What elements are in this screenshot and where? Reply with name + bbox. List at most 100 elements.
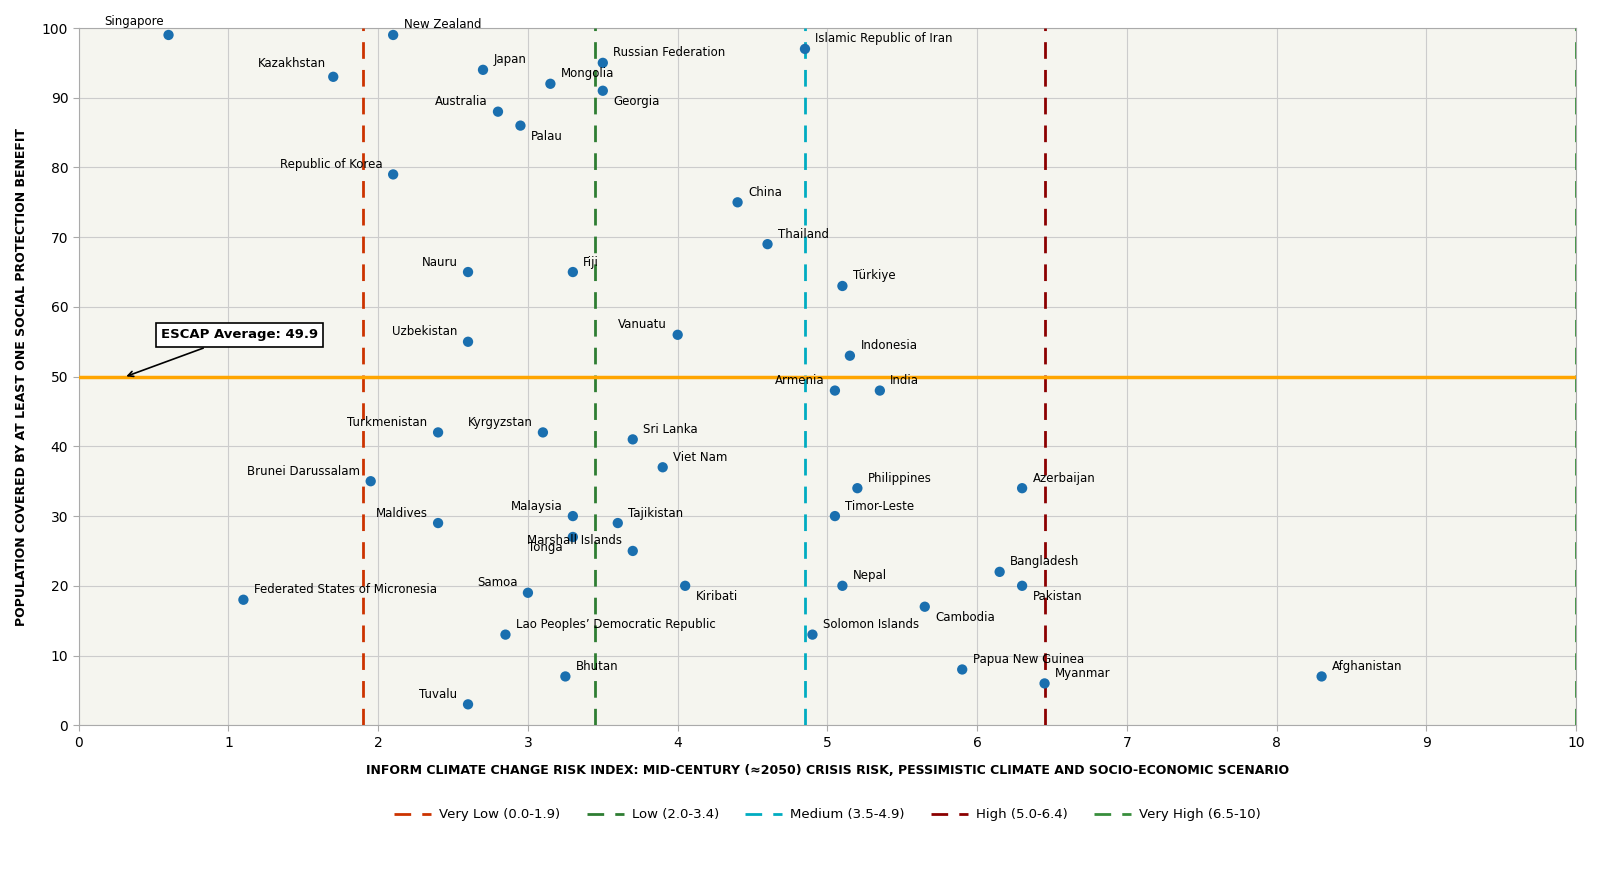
Point: [590, 55, 616, 70]
Text: Timor-Leste: Timor-Leste: [845, 500, 915, 512]
Point: [493, 628, 518, 642]
Point: [358, 474, 384, 488]
Point: [381, 167, 406, 181]
Point: [987, 565, 1013, 579]
Point: [320, 70, 346, 84]
Text: Viet Nam: Viet Nam: [674, 451, 728, 464]
Text: Nauru: Nauru: [421, 256, 458, 268]
Text: Republic of Korea: Republic of Korea: [280, 158, 382, 171]
Point: [560, 265, 586, 279]
Text: Lao Peoples’ Democratic Republic: Lao Peoples’ Democratic Republic: [515, 618, 715, 631]
Text: Japan: Japan: [493, 54, 526, 66]
Point: [650, 460, 675, 475]
Point: [485, 105, 510, 119]
Text: Armenia: Armenia: [774, 374, 824, 387]
Text: Turkmenistan: Turkmenistan: [347, 416, 427, 429]
Point: [155, 28, 181, 42]
Text: Kiribati: Kiribati: [696, 590, 738, 603]
Point: [822, 509, 848, 523]
Point: [538, 77, 563, 91]
Text: Kyrgyzstan: Kyrgyzstan: [467, 416, 533, 429]
Text: Kazakhstan: Kazakhstan: [258, 57, 326, 70]
Point: [381, 28, 406, 42]
Text: ESCAP Average: 49.9: ESCAP Average: 49.9: [128, 328, 318, 376]
Text: Thailand: Thailand: [778, 228, 829, 240]
Text: Marshall Islands: Marshall Islands: [528, 535, 622, 547]
Text: China: China: [749, 186, 782, 198]
Text: Tajikistan: Tajikistan: [629, 507, 683, 519]
X-axis label: INFORM CLIMATE CHANGE RISK INDEX: MID-CENTURY (≈2050) CRISIS RISK, PESSIMISTIC C: INFORM CLIMATE CHANGE RISK INDEX: MID-CE…: [366, 763, 1290, 777]
Text: Brunei Darussalam: Brunei Darussalam: [248, 465, 360, 477]
Point: [867, 384, 893, 398]
Text: Pakistan: Pakistan: [1032, 590, 1082, 603]
Text: Solomon Islands: Solomon Islands: [822, 618, 918, 631]
Point: [590, 84, 616, 98]
Text: Australia: Australia: [435, 95, 488, 108]
Point: [530, 426, 555, 440]
Point: [552, 670, 578, 684]
Point: [1010, 578, 1035, 593]
Text: Samoa: Samoa: [477, 577, 517, 589]
Point: [426, 516, 451, 530]
Point: [672, 578, 698, 593]
Point: [1032, 676, 1058, 690]
Text: Myanmar: Myanmar: [1054, 667, 1110, 680]
Point: [912, 600, 938, 614]
Point: [605, 516, 630, 530]
Text: Georgia: Georgia: [613, 95, 659, 108]
Point: [830, 279, 856, 293]
Text: Tonga: Tonga: [528, 542, 562, 554]
Point: [426, 426, 451, 440]
Text: Nepal: Nepal: [853, 569, 886, 582]
Text: Bhutan: Bhutan: [576, 660, 619, 673]
Point: [456, 265, 482, 279]
Y-axis label: POPULATION COVERED BY AT LEAST ONE SOCIAL PROTECTION BENEFIT: POPULATION COVERED BY AT LEAST ONE SOCIA…: [14, 128, 29, 626]
Text: Sri Lanka: Sri Lanka: [643, 423, 698, 436]
Text: Philippines: Philippines: [867, 472, 931, 485]
Point: [560, 530, 586, 544]
Point: [830, 578, 856, 593]
Point: [666, 327, 691, 342]
Point: [456, 334, 482, 349]
Text: Cambodia: Cambodia: [936, 611, 995, 624]
Text: Bangladesh: Bangladesh: [1010, 555, 1080, 569]
Point: [470, 63, 496, 77]
Text: Türkiye: Türkiye: [853, 269, 896, 283]
Text: Fiji: Fiji: [584, 256, 600, 268]
Text: Uzbekistan: Uzbekistan: [392, 325, 458, 338]
Text: Islamic Republic of Iran: Islamic Republic of Iran: [816, 32, 954, 46]
Point: [725, 195, 750, 209]
Point: [507, 119, 533, 133]
Legend: Very Low (0.0-1.9), Low (2.0-3.4), Medium (3.5-4.9), High (5.0-6.4), Very High (: Very Low (0.0-1.9), Low (2.0-3.4), Mediu…: [389, 803, 1266, 827]
Point: [619, 544, 645, 558]
Point: [845, 481, 870, 495]
Point: [1010, 481, 1035, 495]
Point: [1309, 670, 1334, 684]
Point: [755, 237, 781, 251]
Text: New Zealand: New Zealand: [403, 19, 482, 31]
Text: Tuvalu: Tuvalu: [419, 687, 458, 701]
Point: [515, 586, 541, 600]
Text: Papua New Guinea: Papua New Guinea: [973, 653, 1083, 666]
Point: [949, 662, 974, 677]
Text: Mongolia: Mongolia: [562, 67, 614, 80]
Point: [792, 42, 818, 56]
Text: India: India: [890, 374, 920, 387]
Text: Singapore: Singapore: [104, 15, 165, 28]
Point: [456, 697, 482, 712]
Point: [800, 628, 826, 642]
Point: [560, 509, 586, 523]
Text: Palau: Palau: [531, 130, 563, 143]
Point: [837, 349, 862, 363]
Text: Afghanistan: Afghanistan: [1333, 660, 1403, 673]
Text: Federated States of Micronesia: Federated States of Micronesia: [254, 583, 437, 596]
Text: Vanuatu: Vanuatu: [618, 318, 667, 332]
Point: [619, 432, 645, 446]
Point: [822, 384, 848, 398]
Point: [230, 593, 256, 607]
Text: Maldives: Maldives: [376, 507, 427, 519]
Text: Indonesia: Indonesia: [861, 339, 917, 352]
Text: Malaysia: Malaysia: [510, 500, 562, 512]
Text: Russian Federation: Russian Federation: [613, 46, 725, 59]
Text: Azerbaijan: Azerbaijan: [1032, 472, 1096, 485]
